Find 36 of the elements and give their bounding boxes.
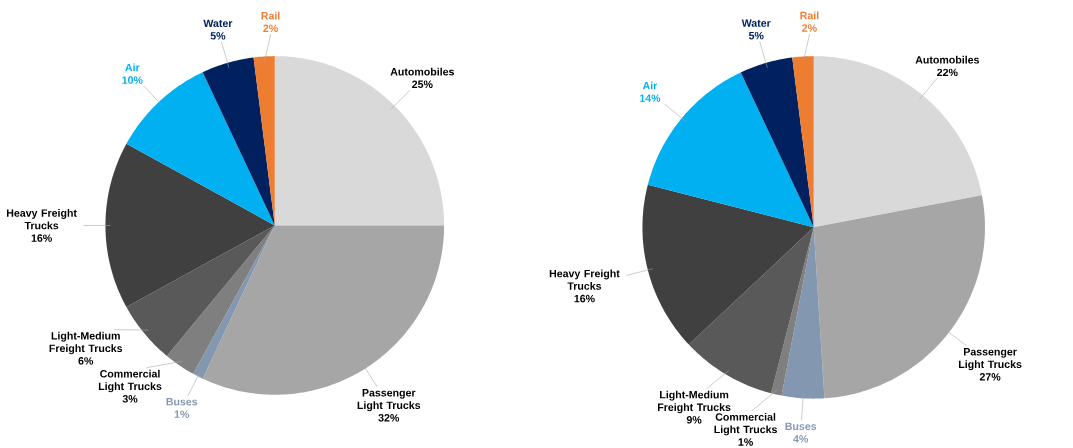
data-label: 1%: [738, 438, 753, 446]
slice-label: Rail: [800, 11, 819, 20]
data-label: 10%: [122, 76, 143, 84]
slice-label: Buses: [166, 398, 198, 406]
slice-label: Commercial Light Trucks: [714, 413, 777, 436]
data-label: 4%: [793, 435, 809, 443]
slice-label: Heavy Freight Trucks: [6, 209, 77, 230]
slice-label: Automobiles: [390, 67, 455, 76]
slice-label: Heavy Freight Trucks: [549, 269, 620, 290]
slice-label: Buses: [785, 422, 817, 431]
slice-label: Light-Medium Freight Trucks: [657, 390, 731, 414]
data-label: 27%: [979, 373, 1001, 381]
slice-label: Air: [125, 63, 140, 72]
data-label: 14%: [640, 94, 661, 103]
data-label: 2%: [263, 24, 278, 33]
slice-label: Passenger Light Trucks: [958, 348, 1022, 371]
data-label: 32%: [378, 414, 400, 422]
data-label: 3%: [122, 395, 138, 403]
data-label: 6%: [78, 357, 94, 365]
data-label: 5%: [210, 32, 226, 40]
data-label: 5%: [748, 32, 764, 40]
slice-label: Light-Medium Freight Trucks: [49, 331, 123, 355]
data-label: 25%: [412, 80, 433, 89]
data-label: 1%: [174, 410, 190, 419]
slice-label: Passenger Light Trucks: [357, 389, 421, 412]
data-label: 2%: [802, 24, 817, 32]
slice-label: Rail: [261, 11, 280, 20]
slice-label: Commercial Light Trucks: [98, 369, 162, 393]
data-label: 22%: [937, 68, 958, 77]
slice-label: Automobiles: [915, 55, 980, 64]
slice-label: Water: [741, 19, 771, 28]
slice-label: Water: [203, 19, 233, 28]
slice-label: Air: [642, 81, 658, 90]
data-label: 9%: [686, 416, 702, 424]
data-label: 16%: [31, 234, 52, 243]
data-label: 16%: [574, 295, 595, 303]
